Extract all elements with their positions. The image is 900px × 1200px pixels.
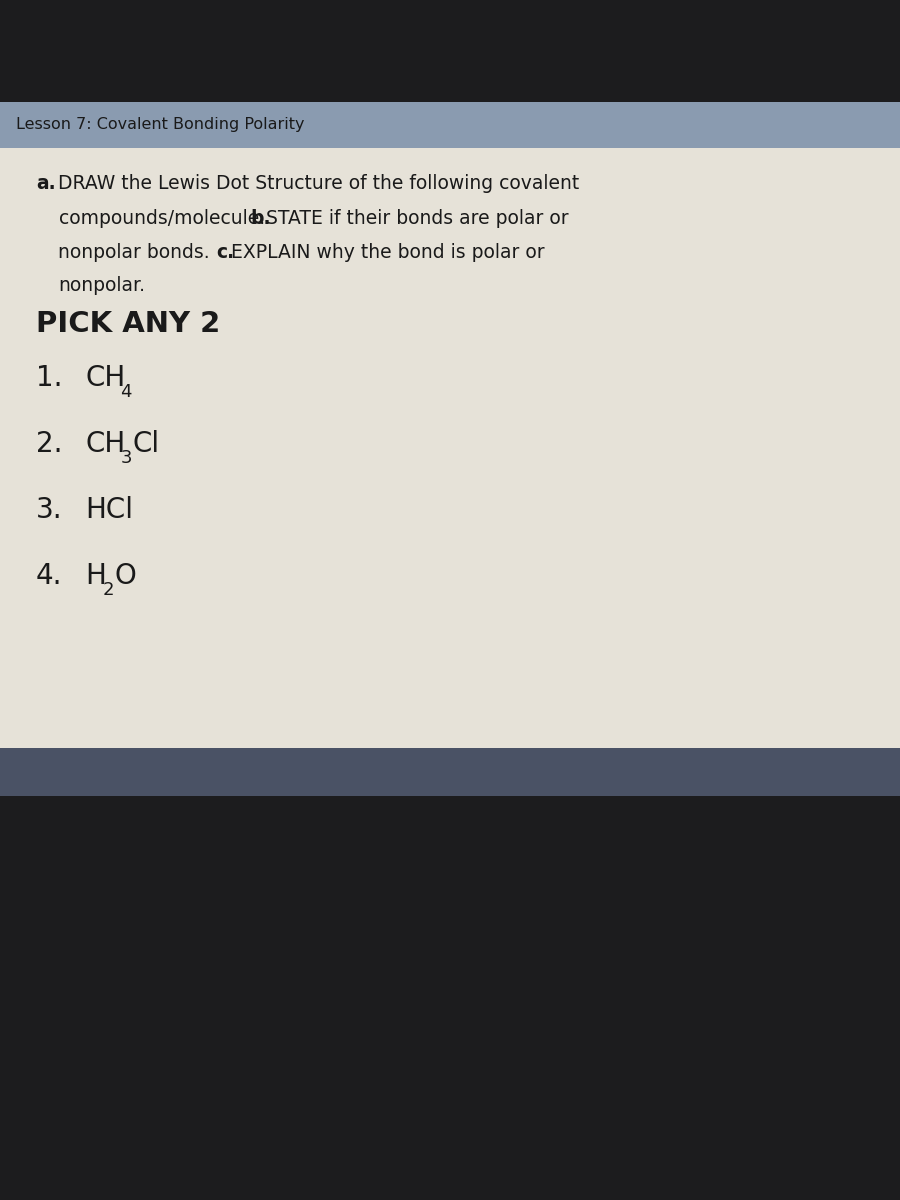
Text: 3: 3: [121, 449, 132, 467]
Text: EXPLAIN why the bond is polar or: EXPLAIN why the bond is polar or: [231, 242, 544, 262]
Text: c.: c.: [216, 242, 234, 262]
Text: nonpolar.: nonpolar.: [58, 276, 146, 295]
Text: CH: CH: [86, 364, 126, 392]
Text: Lesson 7: Covalent Bonding Polarity: Lesson 7: Covalent Bonding Polarity: [16, 118, 305, 132]
Text: DRAW the Lewis Dot Structure of the following covalent: DRAW the Lewis Dot Structure of the foll…: [58, 174, 580, 193]
Text: 4: 4: [121, 383, 132, 401]
Text: Cl: Cl: [132, 430, 159, 458]
Text: compounds/molecule.: compounds/molecule.: [58, 209, 265, 228]
Text: 4.: 4.: [36, 562, 62, 590]
Text: b.: b.: [250, 209, 271, 228]
Text: STATE if their bonds are polar or: STATE if their bonds are polar or: [266, 209, 568, 228]
Text: H: H: [86, 562, 106, 590]
Text: 1.: 1.: [36, 364, 62, 392]
Text: HCl: HCl: [86, 496, 133, 524]
Text: O: O: [115, 562, 137, 590]
Text: 3.: 3.: [36, 496, 63, 524]
Text: 2.: 2.: [36, 430, 62, 458]
Text: nonpolar bonds.: nonpolar bonds.: [58, 242, 210, 262]
Text: a.: a.: [36, 174, 56, 193]
Text: CH: CH: [86, 430, 126, 458]
Text: PICK ANY 2: PICK ANY 2: [36, 310, 220, 338]
Text: 2: 2: [103, 581, 114, 599]
